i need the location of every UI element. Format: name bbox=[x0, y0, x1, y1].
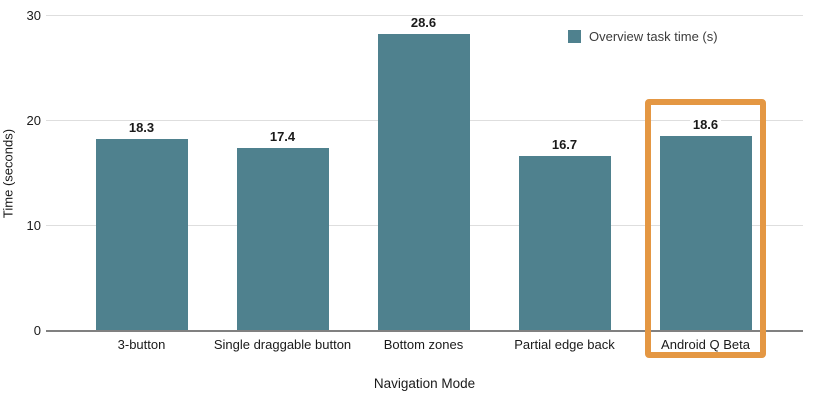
x-category-label: 3-button bbox=[117, 337, 166, 352]
y-tick-label: 0 bbox=[33, 323, 41, 338]
y-axis-ticks: 0 10 20 30 bbox=[0, 9, 41, 338]
bar-slot: 28.6 bbox=[353, 16, 494, 331]
bars-row: 18.3 17.4 28.6 16.7 18.6 bbox=[71, 16, 776, 331]
legend-label: Overview task time (s) bbox=[589, 29, 718, 44]
legend-swatch-icon bbox=[568, 30, 581, 43]
legend: Overview task time (s) bbox=[568, 29, 718, 44]
bar-value-label: 28.6 bbox=[407, 16, 440, 30]
bar-slot: 18.3 bbox=[71, 16, 212, 331]
chart-bar bbox=[95, 138, 188, 331]
x-category-label: Partial edge back bbox=[514, 337, 615, 352]
y-tick-label: 30 bbox=[26, 8, 41, 23]
x-category-label: Bottom zones bbox=[383, 337, 464, 352]
y-axis-title: Time (seconds) bbox=[0, 128, 16, 219]
bar-slot: 18.6 bbox=[635, 16, 776, 331]
chart-bar bbox=[236, 148, 329, 331]
chart-bar bbox=[518, 155, 611, 331]
bar-value-label: 17.4 bbox=[266, 130, 299, 145]
bar-value-label: 18.6 bbox=[689, 117, 722, 132]
x-axis-line bbox=[46, 330, 803, 332]
x-category-label: Single draggable button bbox=[213, 337, 352, 352]
bar-slot: 17.4 bbox=[212, 16, 353, 331]
gridline bbox=[46, 15, 803, 16]
chart-bar bbox=[659, 135, 752, 331]
bar-slot: 16.7 bbox=[494, 16, 635, 331]
bar-value-label: 18.3 bbox=[125, 120, 158, 135]
chart-bar bbox=[377, 34, 470, 331]
y-tick-label: 10 bbox=[26, 218, 41, 234]
x-axis-title: Navigation Mode bbox=[373, 376, 476, 391]
y-tick-label: 20 bbox=[26, 113, 41, 129]
x-category-label: Android Q Beta bbox=[661, 337, 750, 352]
x-axis-labels: 3-button Single draggable button Bottom zo… bbox=[71, 337, 776, 352]
bar-value-label: 16.7 bbox=[548, 137, 581, 152]
